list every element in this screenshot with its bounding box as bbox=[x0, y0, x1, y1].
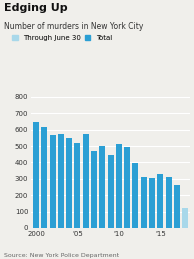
Bar bbox=[166, 177, 171, 228]
Bar bbox=[174, 184, 180, 228]
Bar bbox=[91, 151, 97, 228]
Bar bbox=[149, 178, 155, 228]
Text: Number of murders in New York City: Number of murders in New York City bbox=[4, 22, 143, 31]
Bar bbox=[116, 143, 122, 228]
Bar bbox=[58, 134, 64, 228]
Bar bbox=[182, 208, 188, 228]
Text: Edging Up: Edging Up bbox=[4, 3, 68, 13]
Bar bbox=[33, 122, 39, 228]
Legend: Through June 30, Total: Through June 30, Total bbox=[12, 35, 112, 41]
Bar bbox=[83, 134, 89, 228]
Bar bbox=[124, 147, 130, 228]
Bar bbox=[74, 143, 81, 228]
Bar bbox=[141, 177, 147, 228]
Bar bbox=[133, 163, 138, 228]
Bar bbox=[41, 127, 47, 228]
Bar bbox=[157, 174, 163, 228]
Bar bbox=[108, 155, 113, 228]
Text: Source: New York Police Department: Source: New York Police Department bbox=[4, 253, 119, 258]
Bar bbox=[50, 135, 55, 228]
Bar bbox=[66, 138, 72, 228]
Bar bbox=[99, 146, 105, 228]
